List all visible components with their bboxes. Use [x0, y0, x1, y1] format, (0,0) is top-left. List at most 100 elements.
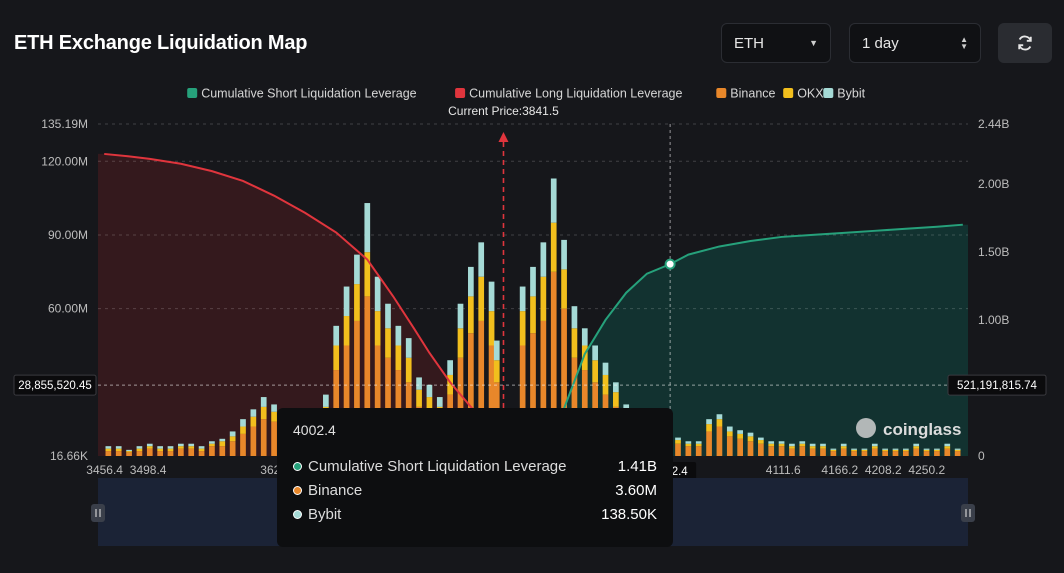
bar-bybit — [530, 266, 536, 297]
bar-binance — [903, 451, 909, 456]
bar-okx — [602, 374, 609, 395]
bar-binance — [747, 441, 754, 456]
x-tick-label: 3456.4 — [86, 463, 123, 477]
bar-binance — [851, 451, 857, 456]
x-tick-label: 4250.2 — [908, 463, 945, 477]
bar-bybit — [809, 443, 816, 447]
bar-bybit — [343, 286, 350, 317]
bar-bybit — [395, 325, 402, 346]
bar-bybit — [385, 303, 391, 329]
y-right-tick-label: 2.00B — [978, 177, 1009, 191]
bar-bybit — [789, 443, 795, 447]
range-select-value: 1 day — [862, 34, 899, 52]
bar-okx — [695, 443, 702, 447]
bar-okx — [789, 446, 795, 449]
bar-bybit — [851, 448, 857, 450]
bar-okx — [157, 448, 163, 452]
bar-binance — [820, 448, 826, 456]
refresh-button[interactable] — [998, 23, 1052, 63]
series-dot — [293, 485, 302, 495]
bar-binance — [840, 448, 847, 456]
bar-okx — [260, 406, 267, 420]
bar-okx — [840, 446, 847, 449]
bar-binance — [571, 357, 578, 456]
bar-okx — [809, 446, 816, 449]
bar-bybit — [188, 443, 195, 447]
bar-binance — [737, 438, 743, 456]
bar-okx — [457, 328, 464, 358]
bar-bybit — [934, 448, 940, 450]
bar-bybit — [602, 362, 609, 375]
bar-okx — [903, 449, 909, 452]
bar-bybit — [892, 448, 899, 450]
tooltip-row: Binance 3.60M — [293, 478, 657, 502]
bar-binance — [478, 320, 485, 456]
bar-okx — [447, 374, 453, 395]
bar-okx — [426, 397, 433, 412]
legend-label: Binance — [730, 87, 775, 101]
legend-swatch — [716, 88, 727, 98]
bar-binance — [923, 451, 930, 456]
bar-binance — [167, 451, 174, 456]
bar-okx — [923, 449, 930, 452]
asset-select[interactable]: ETH ▼ — [721, 23, 831, 63]
bar-binance — [374, 345, 381, 456]
bar-bybit — [830, 448, 837, 450]
cumulative-short-line — [542, 223, 963, 450]
bar-bybit — [923, 448, 930, 450]
bar-binance — [354, 320, 360, 456]
bar-bybit — [820, 443, 826, 447]
bar-binance — [364, 296, 371, 456]
bar-binance — [198, 451, 205, 456]
bar-okx — [209, 443, 215, 447]
bar-okx — [540, 276, 547, 321]
bar-bybit — [768, 441, 775, 444]
bar-bybit — [374, 276, 381, 312]
bar-okx — [250, 416, 257, 427]
bar-bybit — [364, 203, 371, 253]
asset-select-value: ETH — [734, 34, 764, 52]
pause-icon — [91, 504, 105, 522]
bar-bybit — [706, 419, 712, 425]
bar-binance — [913, 448, 920, 456]
tooltip-title: 4002.4 — [293, 422, 336, 438]
bar-okx — [188, 446, 195, 449]
bar-okx — [561, 269, 567, 309]
bar-okx — [416, 389, 422, 407]
bar-binance — [250, 426, 257, 456]
bar-binance — [675, 443, 681, 456]
y-right-tick-label: 2.44B — [978, 117, 1009, 131]
crosshair-right-box — [947, 374, 1047, 396]
bar-binance — [126, 452, 132, 456]
bar-bybit — [405, 338, 412, 358]
bar-bybit — [716, 414, 723, 420]
bar-bybit — [478, 242, 485, 277]
bar-okx — [706, 424, 712, 432]
bar-okx — [716, 419, 723, 427]
bar-bybit — [136, 446, 143, 449]
bar-bybit — [550, 178, 557, 223]
bar-binance — [768, 446, 775, 456]
y-left-tick-label: 135.19M — [41, 117, 88, 131]
bar-binance — [695, 446, 702, 456]
bar-okx — [343, 316, 350, 346]
bar-bybit — [240, 419, 246, 427]
coinglass-logo-icon — [856, 418, 876, 438]
bar-binance — [115, 451, 122, 456]
bar-bybit — [488, 281, 495, 312]
bar-binance — [519, 345, 526, 456]
bar-okx — [229, 436, 236, 442]
bar-binance — [892, 451, 899, 456]
bar-okx — [571, 328, 578, 358]
bar-binance — [726, 436, 733, 456]
bar-bybit — [871, 443, 878, 447]
bar-bybit — [758, 437, 764, 441]
range-select[interactable]: 1 day ▲ ▼ — [849, 23, 981, 63]
bar-binance — [861, 451, 868, 456]
cumulative-lines — [104, 152, 963, 452]
bar-bybit — [913, 443, 920, 447]
bar-binance — [871, 448, 878, 456]
legend-swatch — [783, 88, 794, 98]
bar-okx — [799, 443, 806, 447]
stepper-icon: ▲ ▼ — [960, 35, 968, 51]
